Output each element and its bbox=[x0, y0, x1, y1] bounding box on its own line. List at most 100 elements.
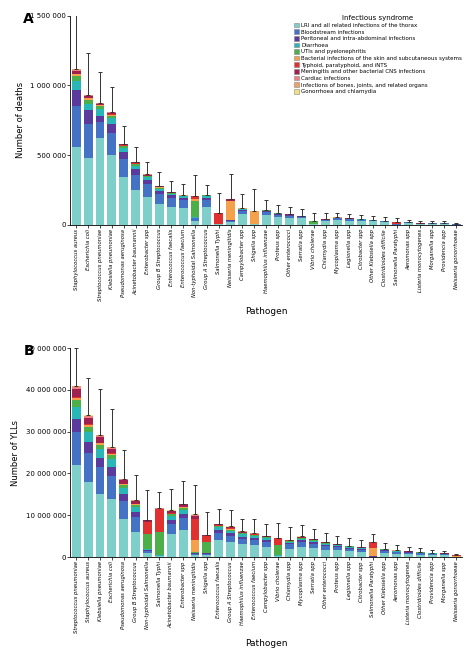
X-axis label: Pathogen: Pathogen bbox=[245, 306, 287, 316]
Bar bbox=[226, 528, 235, 529]
Bar bbox=[285, 541, 294, 542]
Bar bbox=[108, 132, 116, 155]
Bar bbox=[131, 190, 140, 225]
Bar bbox=[179, 518, 188, 530]
Bar bbox=[262, 546, 271, 557]
Bar bbox=[321, 544, 330, 545]
Bar bbox=[297, 219, 306, 225]
Bar bbox=[96, 109, 104, 116]
Bar bbox=[96, 436, 104, 437]
Bar bbox=[191, 540, 200, 552]
Bar bbox=[96, 445, 104, 449]
Bar bbox=[72, 407, 81, 419]
Bar bbox=[84, 432, 92, 442]
Bar bbox=[392, 222, 401, 224]
Bar bbox=[167, 516, 176, 520]
Bar bbox=[131, 164, 140, 165]
Bar bbox=[155, 509, 164, 532]
Bar bbox=[381, 551, 389, 553]
Bar bbox=[179, 514, 188, 518]
Bar bbox=[392, 554, 401, 557]
Bar bbox=[381, 221, 389, 222]
Bar bbox=[226, 527, 235, 528]
Bar bbox=[333, 550, 342, 557]
Bar bbox=[108, 118, 116, 125]
Bar bbox=[72, 387, 81, 389]
Bar bbox=[368, 542, 377, 548]
Bar bbox=[309, 540, 318, 541]
Bar bbox=[108, 447, 116, 449]
Bar bbox=[119, 177, 128, 225]
Bar bbox=[108, 454, 116, 455]
Bar bbox=[96, 443, 104, 445]
Bar bbox=[238, 532, 247, 533]
Bar bbox=[108, 125, 116, 132]
Bar bbox=[428, 555, 437, 557]
Bar bbox=[143, 553, 152, 557]
Bar bbox=[214, 527, 223, 530]
Bar bbox=[202, 536, 211, 542]
Bar bbox=[96, 138, 104, 225]
Bar bbox=[119, 144, 128, 146]
Bar bbox=[179, 505, 188, 507]
Bar bbox=[321, 550, 330, 557]
Bar bbox=[226, 222, 235, 225]
Bar bbox=[84, 426, 92, 432]
Bar bbox=[72, 432, 81, 465]
Bar bbox=[273, 545, 283, 556]
Bar bbox=[226, 531, 235, 533]
Bar bbox=[321, 545, 330, 546]
Bar bbox=[202, 554, 211, 555]
Bar bbox=[84, 158, 92, 225]
Bar bbox=[108, 455, 116, 459]
Bar bbox=[440, 555, 449, 557]
Bar bbox=[262, 540, 271, 542]
Bar bbox=[119, 484, 128, 485]
Bar bbox=[250, 540, 259, 546]
Bar bbox=[226, 536, 235, 542]
Bar bbox=[167, 198, 176, 207]
Bar bbox=[250, 536, 259, 538]
Bar bbox=[226, 530, 235, 531]
Bar bbox=[368, 548, 377, 556]
Bar bbox=[96, 103, 104, 105]
Bar bbox=[72, 147, 81, 225]
Text: B: B bbox=[23, 344, 34, 358]
Bar bbox=[214, 526, 223, 527]
Bar bbox=[404, 553, 413, 554]
Bar bbox=[72, 76, 81, 81]
Bar bbox=[297, 537, 306, 538]
Bar bbox=[179, 208, 188, 225]
Bar bbox=[131, 504, 140, 505]
Bar bbox=[238, 209, 247, 210]
Bar bbox=[202, 196, 211, 198]
Bar bbox=[381, 222, 389, 225]
Bar bbox=[167, 511, 176, 513]
Bar bbox=[191, 199, 200, 200]
Bar bbox=[440, 554, 449, 555]
Bar bbox=[214, 532, 223, 540]
Bar bbox=[191, 519, 200, 540]
Bar bbox=[356, 221, 365, 225]
Bar bbox=[119, 146, 128, 148]
Bar bbox=[226, 221, 235, 222]
Bar bbox=[297, 217, 306, 219]
Bar bbox=[309, 541, 318, 542]
Bar bbox=[226, 199, 235, 202]
Bar bbox=[72, 398, 81, 400]
Bar bbox=[119, 485, 128, 488]
Bar bbox=[345, 549, 354, 551]
Bar bbox=[214, 213, 223, 224]
Bar bbox=[333, 548, 342, 550]
Bar bbox=[84, 100, 92, 103]
Bar bbox=[333, 220, 342, 225]
Bar bbox=[167, 196, 176, 198]
Bar bbox=[167, 514, 176, 516]
Bar bbox=[84, 416, 92, 418]
Bar bbox=[321, 221, 330, 225]
Bar bbox=[108, 115, 116, 118]
Bar bbox=[167, 194, 176, 196]
Bar bbox=[96, 116, 104, 122]
Bar bbox=[404, 554, 413, 557]
Bar bbox=[238, 533, 247, 534]
